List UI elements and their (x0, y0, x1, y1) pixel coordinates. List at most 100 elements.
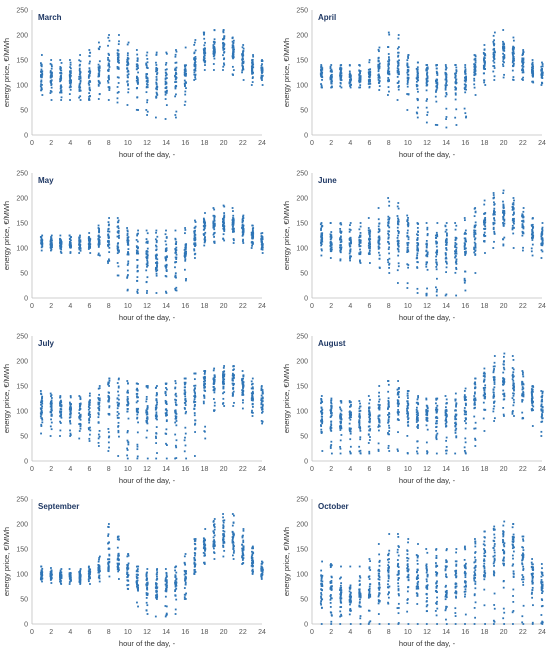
data-point (492, 371, 495, 374)
data-point (511, 53, 514, 56)
data-point (127, 91, 130, 94)
data-point (444, 422, 447, 425)
data-point (145, 109, 148, 111)
data-point (473, 415, 476, 418)
data-point (136, 389, 139, 392)
data-point (241, 234, 244, 237)
y-tick-label: 250 (16, 334, 28, 341)
x-tick-label: 4 (348, 303, 352, 310)
data-point (329, 244, 332, 247)
data-point (260, 403, 263, 406)
data-point (388, 60, 390, 63)
data-point (126, 457, 129, 460)
data-point (502, 52, 504, 55)
data-point (107, 224, 110, 227)
data-point (213, 51, 216, 54)
data-point (242, 240, 244, 243)
data-point (241, 378, 244, 380)
data-point (454, 236, 457, 239)
data-point (89, 245, 91, 248)
data-point (416, 233, 418, 236)
data-point (232, 384, 235, 387)
data-point (513, 227, 515, 229)
data-point (493, 417, 496, 420)
data-point (78, 241, 81, 244)
data-point (88, 49, 91, 51)
data-point (482, 72, 485, 75)
data-point (145, 436, 148, 439)
data-point (541, 67, 543, 70)
data-point (320, 66, 322, 68)
data-point (261, 422, 263, 425)
data-point (155, 398, 158, 400)
data-point (193, 242, 196, 245)
data-point (445, 449, 447, 452)
data-point (484, 372, 486, 375)
data-point (378, 89, 381, 91)
data-point (397, 413, 400, 416)
data-point (426, 428, 429, 431)
data-point (521, 71, 524, 74)
data-point (522, 58, 525, 61)
data-point (194, 244, 197, 247)
data-point (136, 413, 139, 416)
data-point (40, 236, 43, 239)
data-point (59, 242, 62, 245)
data-point (435, 64, 438, 66)
data-point (126, 227, 128, 229)
data-point (98, 254, 101, 257)
data-point (483, 379, 486, 382)
data-point (78, 423, 81, 425)
data-point (164, 93, 167, 96)
data-point (193, 387, 196, 390)
data-point (165, 387, 167, 389)
data-point (40, 89, 43, 92)
data-point (60, 71, 62, 74)
data-point (174, 433, 177, 436)
data-point (531, 236, 533, 239)
data-point (503, 54, 506, 56)
data-point (88, 404, 91, 406)
data-point (512, 56, 515, 59)
data-point (349, 72, 351, 75)
data-point (184, 227, 186, 229)
x-tick-label: 24 (538, 140, 546, 147)
data-point (231, 73, 234, 76)
data-point (88, 62, 91, 65)
data-point (164, 240, 167, 243)
data-point (445, 257, 448, 260)
chart-title: March (38, 13, 62, 22)
data-point (242, 217, 245, 219)
data-point (492, 395, 495, 398)
data-point (455, 404, 457, 407)
data-point (260, 385, 263, 388)
data-point (222, 29, 225, 31)
data-point (358, 419, 361, 422)
data-point (541, 82, 544, 85)
data-point (388, 412, 391, 415)
data-point (502, 203, 505, 206)
data-point (397, 265, 400, 268)
data-point (434, 123, 437, 126)
data-point (415, 419, 418, 421)
data-point (242, 229, 245, 232)
data-point (164, 256, 167, 259)
data-point (531, 66, 534, 69)
y-tick-label: 0 (304, 133, 308, 140)
data-point (522, 62, 524, 64)
data-point (474, 221, 477, 224)
data-point (367, 227, 370, 229)
data-point (242, 54, 245, 57)
data-point (136, 290, 139, 293)
data-point (387, 80, 390, 83)
data-point (87, 75, 90, 78)
data-point (435, 237, 438, 239)
data-point (348, 242, 351, 245)
data-point (388, 230, 391, 233)
data-point (41, 411, 43, 414)
data-point (242, 399, 244, 402)
data-point (203, 54, 206, 57)
data-point (426, 244, 428, 246)
data-point (117, 394, 120, 397)
data-point (388, 80, 390, 82)
